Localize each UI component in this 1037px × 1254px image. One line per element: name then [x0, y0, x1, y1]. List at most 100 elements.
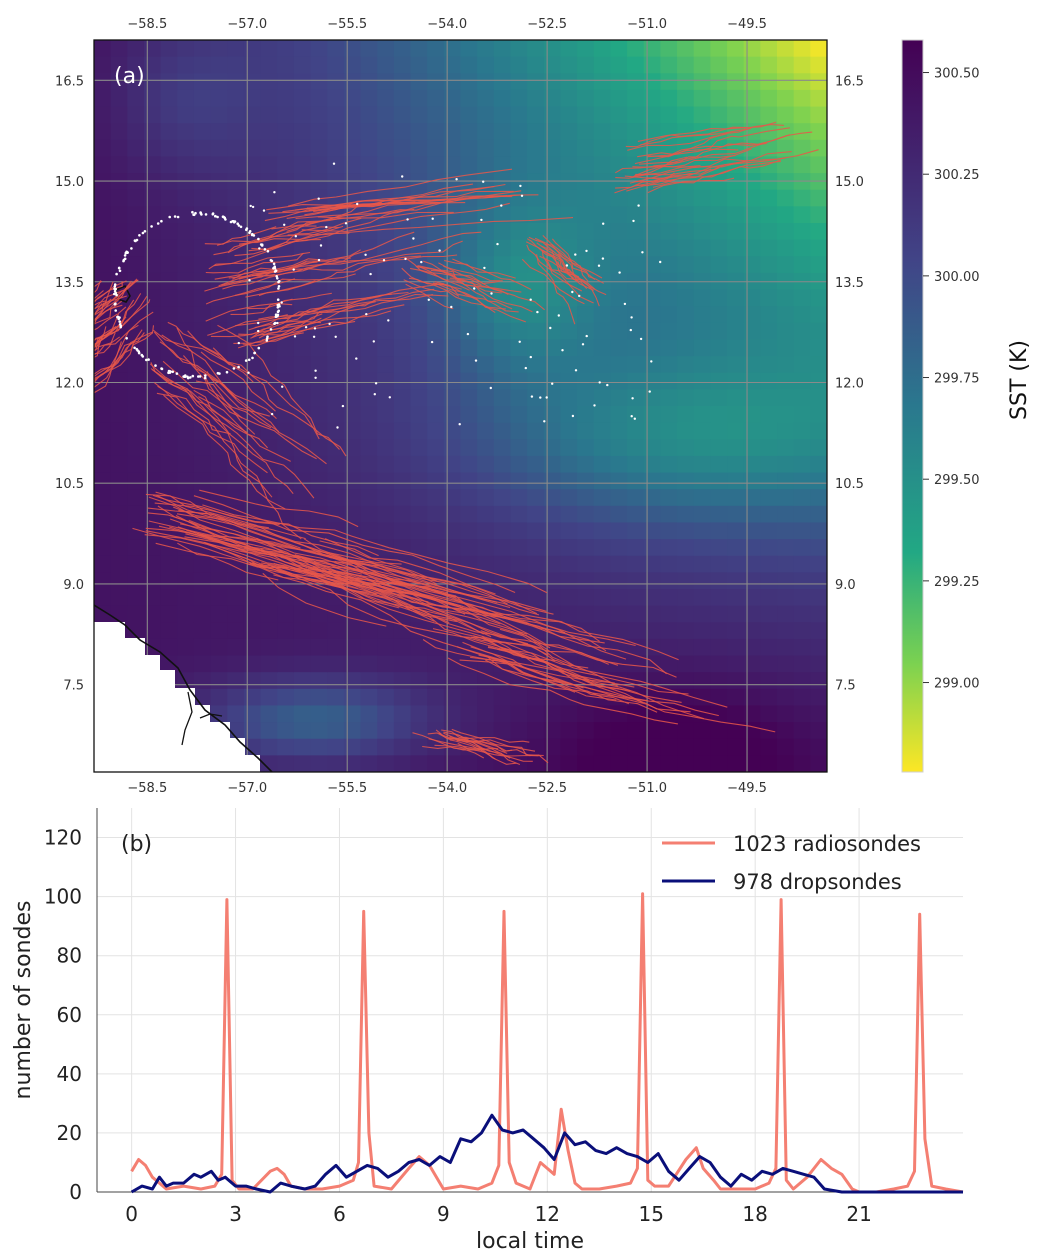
sst-cell [810, 688, 827, 707]
sst-cell [793, 73, 811, 91]
sst-cell [610, 605, 628, 623]
sst-cell [560, 572, 578, 590]
sst-cell [443, 655, 462, 673]
sst-cell [527, 522, 545, 540]
sst-cell [810, 622, 827, 640]
sst-cell [677, 56, 695, 74]
sst-cell [460, 539, 478, 557]
sst-cell [810, 339, 827, 357]
sst-cell [477, 189, 495, 207]
colorbar-tick-label: 299.25 [934, 575, 980, 590]
sst-cell [110, 156, 128, 174]
sst-cell [177, 289, 195, 307]
sst-cell [277, 189, 295, 207]
sst-cell [793, 472, 811, 490]
sst-cell [627, 322, 645, 341]
sst-cell [777, 638, 795, 657]
sst-cell [677, 605, 695, 623]
sst-cell [810, 422, 827, 440]
sst-cell [227, 622, 245, 640]
radiosonde-track [216, 202, 382, 246]
sst-cell [160, 56, 178, 74]
sst-cell [760, 40, 778, 58]
radiosonde-track [184, 536, 565, 634]
sst-cell [310, 738, 328, 756]
sst-cell [393, 256, 412, 274]
dropsonde-point [637, 204, 640, 207]
sst-cell [577, 422, 595, 440]
sst-cell [260, 672, 278, 690]
sst-cell [560, 239, 578, 257]
dropsonde-point [328, 322, 331, 326]
dropsonde-point [406, 218, 409, 221]
sst-cell [360, 755, 378, 772]
sst-cell [243, 156, 262, 174]
sst-cell [343, 356, 362, 374]
sst-cell [793, 389, 811, 407]
sst-cell [277, 422, 295, 440]
sst-cell [710, 406, 728, 424]
sst-cell [527, 372, 545, 390]
dropsonde-point [374, 382, 378, 385]
sst-cell [393, 40, 412, 58]
sst-cell [560, 522, 578, 540]
sst-cell [810, 522, 827, 540]
sst-cell [427, 339, 445, 357]
sst-cell [210, 40, 228, 58]
sst-cell [310, 239, 328, 257]
sst-cell [643, 505, 662, 524]
sst-cell [127, 56, 145, 74]
ts-x-tick: 6 [333, 1202, 346, 1226]
sst-cell [577, 722, 595, 740]
sst-cell [410, 56, 428, 74]
sst-cell [743, 339, 761, 357]
sst-cell [643, 356, 662, 374]
sst-cell [343, 722, 362, 740]
sst-cell [560, 722, 578, 740]
dropsonde-point [365, 313, 368, 316]
sst-cell [527, 705, 545, 723]
radiosonde-track [637, 121, 777, 142]
sst-cell [210, 306, 228, 324]
sst-cell [710, 522, 728, 540]
dropsonde-point [500, 204, 503, 207]
dropsonde-point [314, 376, 317, 379]
sst-cell [377, 123, 395, 141]
dropsonde-point [189, 376, 192, 379]
sst-cell [593, 139, 612, 158]
sst-cell [343, 406, 362, 424]
sst-cell [393, 173, 412, 191]
sst-cell [610, 555, 628, 573]
sst-cell [793, 505, 811, 524]
sst-cell [627, 572, 645, 590]
radiosonde-track [248, 283, 444, 331]
sst-cell [577, 489, 595, 507]
sst-cell [710, 339, 728, 357]
sst-cell [793, 239, 811, 257]
sst-cell [210, 223, 228, 241]
sst-cell [243, 638, 262, 657]
sst-cell [360, 505, 378, 524]
sst-cell [327, 422, 345, 440]
sst-cell [360, 455, 378, 474]
dropsonde-point [204, 213, 208, 216]
radiosonde-track [639, 155, 736, 165]
sst-cell [510, 123, 528, 141]
sst-cell [643, 73, 662, 91]
sst-cell [510, 306, 528, 324]
sst-cell [427, 688, 445, 707]
sst-cell [743, 688, 761, 707]
sst-cell [777, 356, 795, 374]
sst-cell [743, 455, 761, 474]
sst-cell [777, 622, 795, 640]
colorbar-gradient [901, 39, 924, 773]
sst-cell [643, 389, 662, 407]
sst-cell [260, 189, 278, 207]
sst-cell [310, 622, 328, 640]
sst-cell [460, 356, 478, 374]
radiosonde-track [155, 542, 279, 581]
sst-cell [260, 605, 278, 623]
sst-cell [143, 173, 162, 191]
dropsonde-point [113, 283, 117, 286]
sst-cell [643, 589, 662, 607]
